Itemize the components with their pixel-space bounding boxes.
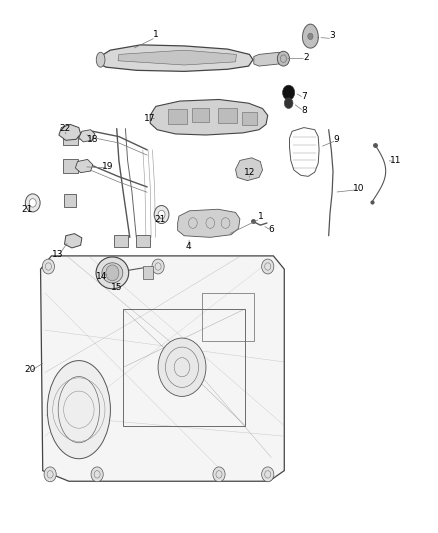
Polygon shape [303, 24, 318, 48]
Polygon shape [254, 52, 283, 66]
Text: 4: 4 [186, 242, 191, 251]
Polygon shape [178, 209, 240, 237]
Circle shape [158, 211, 165, 219]
Text: 17: 17 [144, 114, 155, 123]
Circle shape [29, 199, 36, 207]
Text: 11: 11 [389, 156, 401, 165]
Circle shape [106, 265, 119, 281]
Circle shape [261, 467, 274, 482]
Polygon shape [41, 256, 284, 481]
Text: 19: 19 [102, 163, 114, 171]
Text: 12: 12 [244, 167, 255, 176]
Circle shape [25, 194, 40, 212]
Text: 1: 1 [258, 212, 263, 221]
Text: 21: 21 [21, 205, 32, 214]
FancyBboxPatch shape [242, 112, 257, 125]
Circle shape [154, 206, 169, 223]
Text: 8: 8 [301, 106, 307, 115]
Ellipse shape [47, 361, 110, 459]
Polygon shape [75, 159, 93, 173]
Circle shape [158, 338, 206, 397]
Ellipse shape [96, 257, 129, 289]
FancyBboxPatch shape [192, 108, 209, 122]
Text: 15: 15 [111, 283, 123, 292]
Circle shape [42, 259, 54, 274]
Polygon shape [98, 45, 253, 71]
Text: 13: 13 [52, 251, 64, 260]
Text: 18: 18 [87, 135, 99, 144]
Text: 20: 20 [24, 366, 35, 374]
Circle shape [44, 467, 56, 482]
Polygon shape [150, 100, 268, 135]
Circle shape [308, 33, 313, 39]
Text: 9: 9 [334, 135, 339, 144]
FancyBboxPatch shape [143, 266, 153, 279]
Circle shape [152, 259, 164, 274]
FancyBboxPatch shape [63, 159, 78, 173]
Text: 14: 14 [96, 271, 107, 280]
Polygon shape [79, 130, 95, 142]
Circle shape [213, 467, 225, 482]
FancyBboxPatch shape [136, 235, 150, 247]
Text: 21: 21 [155, 215, 166, 224]
FancyBboxPatch shape [114, 235, 128, 247]
Text: 10: 10 [353, 183, 364, 192]
Text: 7: 7 [301, 92, 307, 101]
FancyBboxPatch shape [168, 109, 187, 124]
Text: 1: 1 [153, 30, 159, 39]
FancyBboxPatch shape [218, 108, 237, 123]
Circle shape [261, 259, 274, 274]
FancyBboxPatch shape [63, 131, 78, 145]
Circle shape [91, 467, 103, 482]
FancyBboxPatch shape [64, 194, 77, 207]
Circle shape [277, 51, 290, 66]
Text: 2: 2 [303, 53, 309, 62]
Ellipse shape [102, 263, 123, 283]
Polygon shape [118, 50, 237, 65]
Circle shape [283, 85, 295, 100]
Polygon shape [59, 124, 81, 140]
Text: 3: 3 [329, 31, 335, 41]
Text: 22: 22 [59, 124, 70, 133]
Ellipse shape [96, 52, 105, 67]
Polygon shape [236, 158, 262, 181]
Circle shape [284, 98, 293, 109]
Polygon shape [64, 233, 82, 248]
Text: 6: 6 [268, 225, 274, 234]
